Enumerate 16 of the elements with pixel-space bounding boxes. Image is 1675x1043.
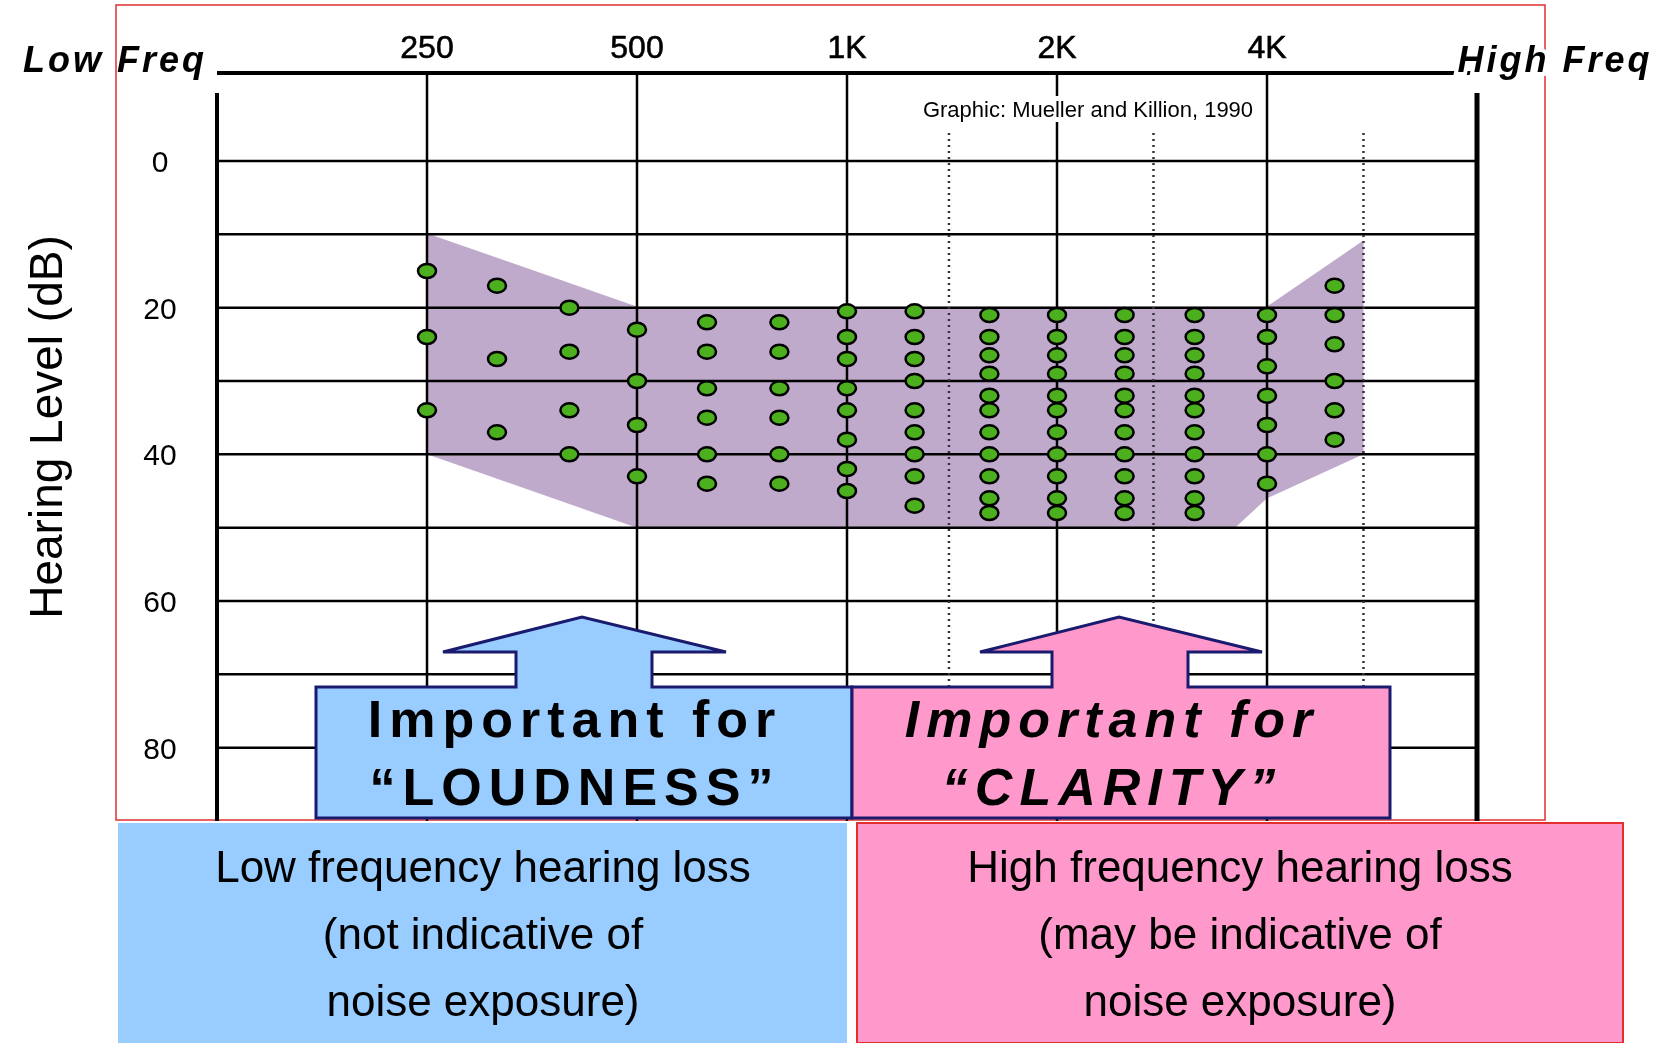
text: Low frequency hearing loss (not indicative of noise exposure) [215, 842, 751, 1025]
y-tick-label: 20 [143, 291, 177, 325]
x-tick-label: 4K [1247, 29, 1287, 65]
y-tick-label: 40 [143, 438, 177, 472]
y-tick-label: 80 [143, 731, 177, 765]
y-axis-title: Hearing Level (dB) [20, 235, 72, 619]
y-tick-label: 0 [151, 145, 169, 178]
y-tick-label: 60 [143, 585, 177, 618]
x-tick-label: 1K [827, 29, 867, 65]
text: Low Freq [23, 39, 207, 80]
x-tick-label: 500 [610, 29, 664, 65]
annotation: Important for “LOUDNESS” [367, 690, 783, 816]
text: High frequency hearing loss (may be indicative of noise exposure) [967, 842, 1513, 1025]
x-tick-label: 2K [1037, 29, 1077, 65]
x-tick-label: 250 [400, 29, 454, 65]
annotation: Important for “CLARITY” [904, 690, 1320, 816]
